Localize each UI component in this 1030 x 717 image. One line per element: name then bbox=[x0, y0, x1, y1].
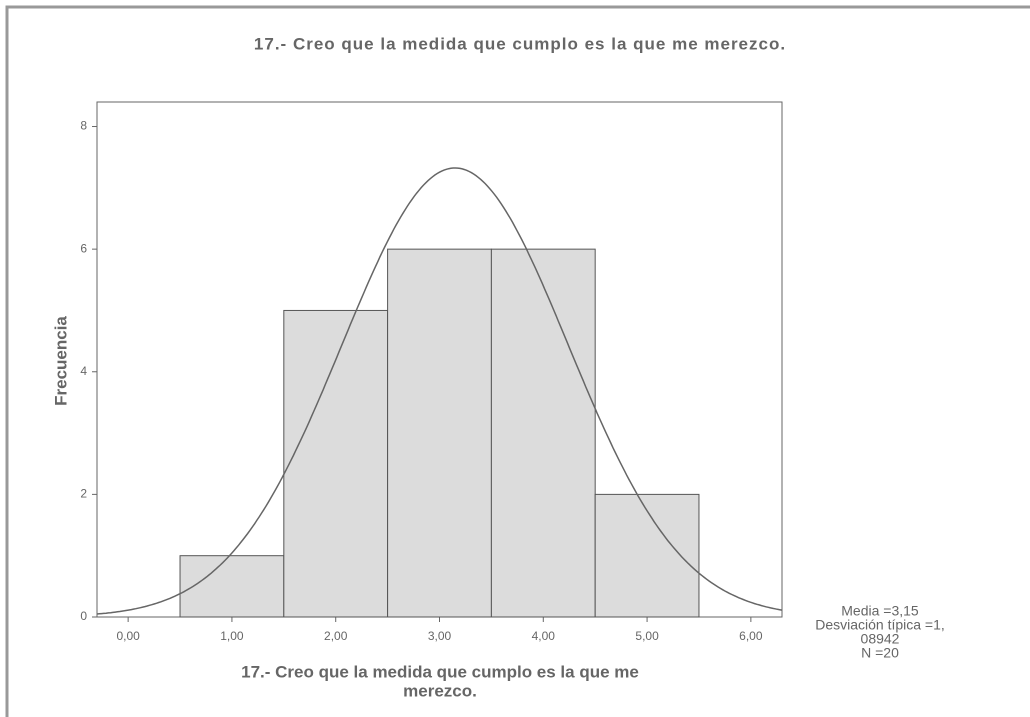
stats-label: N =20 bbox=[861, 645, 899, 661]
stats-label: 08942 bbox=[861, 631, 900, 647]
x-axis-label: merezco. bbox=[403, 681, 477, 700]
x-tick-label: 1,00 bbox=[220, 629, 244, 643]
y-tick-label: 4 bbox=[80, 364, 87, 378]
bar bbox=[594, 493, 700, 618]
stats-label: Media =3,15 bbox=[841, 603, 919, 619]
stats-label: Desviación típica =1, bbox=[815, 617, 945, 633]
y-tick-label: 6 bbox=[80, 241, 87, 255]
x-axis-label: 17.- Creo que la medida que cumplo es la… bbox=[241, 662, 639, 681]
y-tick-label: 2 bbox=[80, 487, 87, 501]
chart-title: 17.- Creo que la medida que cumplo es la… bbox=[254, 34, 786, 53]
bar bbox=[387, 248, 492, 618]
x-tick-label: 2,00 bbox=[324, 629, 348, 643]
x-tick-label: 6,00 bbox=[739, 629, 763, 643]
x-tick-label: 4,00 bbox=[532, 629, 556, 643]
normal-curve bbox=[96, 167, 783, 615]
x-tick-label: 0,00 bbox=[116, 629, 140, 643]
y-tick-label: 0 bbox=[80, 609, 87, 623]
bar bbox=[490, 248, 596, 618]
x-tick-label: 3,00 bbox=[428, 629, 452, 643]
bar bbox=[283, 309, 389, 618]
y-axis-label: Frecuencia bbox=[51, 316, 70, 406]
bar bbox=[179, 555, 285, 618]
x-tick-label: 5,00 bbox=[635, 629, 659, 643]
y-tick-label: 8 bbox=[80, 119, 87, 133]
